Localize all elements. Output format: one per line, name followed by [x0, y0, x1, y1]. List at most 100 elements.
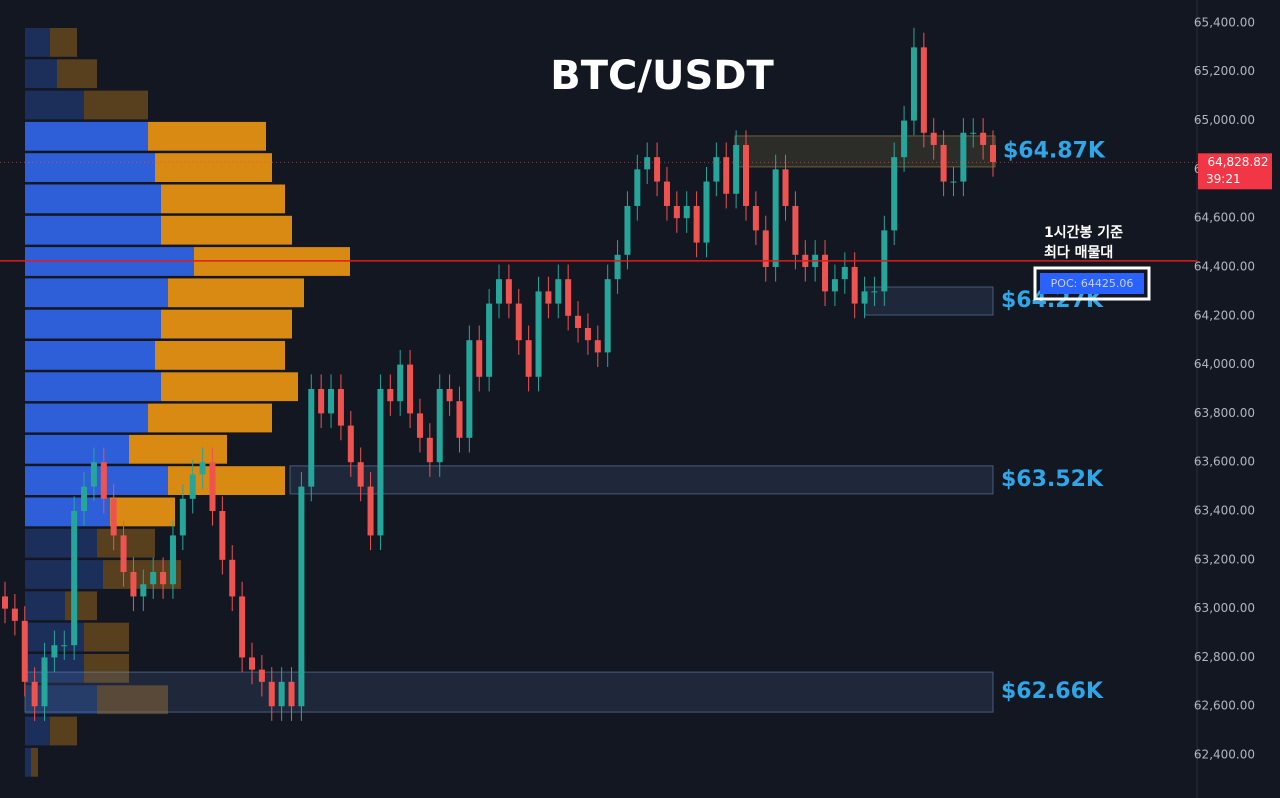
profile-sell [50, 28, 77, 57]
poc-box [1040, 273, 1144, 294]
profile-sell [50, 716, 77, 746]
y-tick-label: 64,400.00 [1194, 259, 1255, 273]
candle-body [357, 462, 364, 487]
candle-body [910, 47, 917, 121]
candle-body [733, 144, 740, 194]
candle-body [673, 205, 680, 219]
candle-body [772, 169, 779, 267]
candle-body [436, 388, 443, 463]
profile-sell [31, 747, 38, 777]
candle-body [545, 291, 552, 304]
zone-box [734, 135, 996, 168]
profile-buy [25, 716, 50, 746]
zone-box [24, 671, 994, 713]
candle-body [130, 572, 137, 597]
profile-buy [25, 372, 161, 402]
profile-sell [161, 184, 285, 214]
profile-sell [155, 341, 285, 370]
candle-body [169, 535, 176, 585]
candle-body [61, 645, 68, 647]
profile-buy [25, 121, 148, 151]
candle-body [822, 254, 829, 292]
candle-body [249, 657, 255, 670]
candle-body [663, 181, 670, 206]
poc-box-border [1033, 266, 1151, 301]
profile-sell [161, 372, 298, 402]
y-tick-label: 62,800.00 [1194, 650, 1255, 664]
candle-body [219, 511, 226, 560]
candle-body [515, 303, 522, 341]
candle-body [41, 657, 48, 707]
candle-body [920, 47, 927, 133]
candle-body [31, 681, 38, 707]
candle-body [594, 340, 601, 353]
candle-body [960, 132, 967, 182]
candle-body [209, 462, 216, 512]
profile-sell [148, 121, 266, 151]
profile-buy [25, 153, 155, 182]
profile-buy [25, 747, 31, 777]
candle-body [278, 681, 285, 707]
candle-body [11, 608, 18, 621]
candle-body [575, 315, 582, 328]
candle-body [525, 340, 532, 377]
candle-body [584, 327, 591, 341]
candle-body [416, 413, 423, 438]
candle-body [683, 205, 690, 219]
profile-sell [161, 215, 292, 245]
profile-buy [25, 560, 103, 589]
poc-label: POC: 64425.06 [1051, 277, 1134, 290]
candle-body [100, 462, 107, 499]
candle-body [21, 620, 28, 682]
candle-body [298, 486, 305, 707]
candle-body [970, 132, 977, 134]
profile-sell [168, 466, 285, 495]
candle-body [555, 279, 562, 304]
candle-body [535, 291, 542, 377]
candle-body [762, 230, 769, 267]
y-tick-label: 65,000.00 [1194, 113, 1255, 127]
candle-body [229, 559, 236, 597]
y-tick-label: 62,600.00 [1194, 699, 1255, 713]
candle-body [120, 535, 127, 573]
candle-body [624, 205, 631, 255]
candle-body [752, 205, 759, 231]
candle-body [990, 144, 996, 163]
candle-body [387, 388, 394, 402]
y-tick-label: 63,800.00 [1194, 406, 1255, 420]
candle-body [81, 486, 88, 512]
candle-body [466, 340, 473, 438]
candle-body [140, 584, 147, 597]
profile-sell [84, 90, 148, 120]
profile-buy [25, 591, 65, 621]
candle-body [150, 572, 157, 585]
profile-buy [25, 434, 129, 464]
candle-body [2, 596, 8, 609]
candle-body [367, 486, 374, 536]
zone-label: $63.52K [1001, 467, 1104, 492]
profile-buy [25, 278, 168, 308]
profile-sell [65, 591, 97, 621]
candle-body [831, 279, 838, 292]
zone-label: $62.66K [1001, 679, 1104, 704]
candle-body [654, 157, 661, 182]
chart-title: BTC/USDT [550, 53, 774, 99]
profile-buy [25, 59, 57, 89]
y-tick-label: 63,600.00 [1194, 455, 1255, 469]
candle-body [288, 681, 295, 707]
countdown: 39:21 [1206, 172, 1241, 186]
candle-body [268, 681, 275, 707]
profile-buy [25, 497, 110, 527]
candle-body [743, 144, 749, 206]
candle-body [328, 388, 335, 414]
candle-body [723, 157, 730, 194]
candle-body [179, 498, 186, 536]
candle-body [713, 157, 720, 182]
zone-box [289, 465, 994, 495]
profile-buy [25, 403, 148, 433]
candle-body [239, 596, 246, 658]
candle-body [189, 474, 196, 499]
y-tick-label: 65,400.00 [1194, 15, 1255, 29]
candle-body [486, 303, 493, 377]
